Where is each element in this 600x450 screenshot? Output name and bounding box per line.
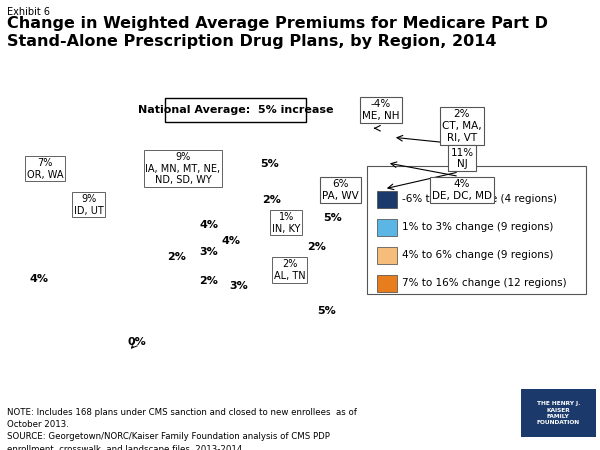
Text: 0%: 0%	[127, 337, 146, 347]
Text: 10%: 10%	[322, 276, 348, 286]
Text: 5%: 5%	[260, 159, 280, 169]
Text: NOTE: Includes 168 plans under CMS sanction and closed to new enrollees  as of
O: NOTE: Includes 168 plans under CMS sanct…	[7, 408, 357, 450]
Text: 4% to 6% change (9 regions): 4% to 6% change (9 regions)	[402, 250, 553, 260]
FancyBboxPatch shape	[367, 166, 586, 294]
Text: 5%: 5%	[317, 306, 337, 315]
Text: 9%
IA, MN, MT, NE,
ND, SD, WY: 9% IA, MN, MT, NE, ND, SD, WY	[145, 152, 221, 185]
Text: 5%: 5%	[323, 213, 343, 223]
Text: 2%: 2%	[199, 276, 218, 286]
Text: -4%: -4%	[347, 155, 371, 165]
FancyBboxPatch shape	[377, 274, 397, 292]
Text: 2%: 2%	[262, 195, 281, 205]
FancyBboxPatch shape	[377, 219, 397, 236]
Text: THE HENRY J.
KAISER
FAMILY
FOUNDATION: THE HENRY J. KAISER FAMILY FOUNDATION	[536, 401, 580, 425]
Text: 11%
NJ: 11% NJ	[451, 148, 473, 169]
Text: 9%: 9%	[116, 267, 136, 277]
Text: 2%
AL, TN: 2% AL, TN	[274, 259, 305, 281]
Text: 16%: 16%	[50, 238, 76, 248]
Text: 1% to 3% change (9 regions): 1% to 3% change (9 regions)	[402, 222, 553, 232]
Text: 12%: 12%	[236, 249, 262, 259]
FancyBboxPatch shape	[165, 98, 306, 122]
Text: Exhibit 6: Exhibit 6	[7, 7, 50, 17]
Text: -4%
ME, NH: -4% ME, NH	[362, 99, 400, 121]
FancyBboxPatch shape	[521, 389, 596, 436]
Text: Change in Weighted Average Premiums for Medicare Part D
Stand-Alone Prescription: Change in Weighted Average Premiums for …	[7, 16, 548, 49]
Text: National Average:  5% increase: National Average: 5% increase	[138, 105, 333, 115]
Text: 6%
PA, WV: 6% PA, WV	[322, 179, 359, 201]
FancyBboxPatch shape	[377, 247, 397, 264]
Text: 2%: 2%	[167, 252, 187, 261]
Text: 4%
DE, DC, MD: 4% DE, DC, MD	[432, 179, 492, 201]
Text: 2%
CT, MA,
RI, VT: 2% CT, MA, RI, VT	[442, 109, 482, 143]
Text: -6%: -6%	[237, 308, 261, 318]
Text: -6% to 0% change (4 regions): -6% to 0% change (4 regions)	[402, 194, 557, 204]
Text: 9%: 9%	[23, 353, 43, 363]
FancyBboxPatch shape	[377, 191, 397, 208]
Text: 9%
ID, UT: 9% ID, UT	[74, 194, 104, 216]
Text: 7% to 16% change (12 regions): 7% to 16% change (12 regions)	[402, 278, 566, 288]
Text: 3%: 3%	[199, 247, 218, 257]
Text: 4%: 4%	[221, 236, 241, 246]
Text: 6%: 6%	[245, 182, 265, 192]
Text: 14%: 14%	[319, 344, 345, 354]
Text: 4%: 4%	[29, 274, 49, 284]
Text: 7%
OR, WA: 7% OR, WA	[27, 158, 63, 180]
Text: 4%: 4%	[199, 220, 218, 230]
Text: 15%: 15%	[136, 220, 162, 230]
Text: 1%
IN, KY: 1% IN, KY	[272, 212, 301, 234]
Text: 2%: 2%	[307, 242, 326, 252]
Text: 3%: 3%	[229, 281, 248, 291]
